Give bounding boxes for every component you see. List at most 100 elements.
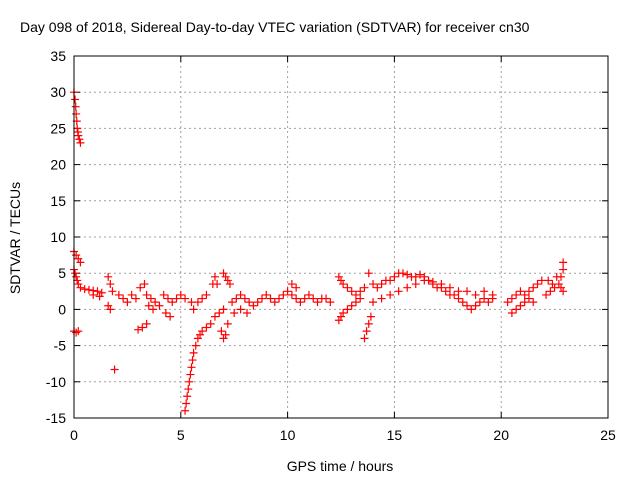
data-point <box>292 294 301 303</box>
data-point <box>181 294 190 303</box>
data-point <box>445 283 454 292</box>
data-point <box>544 276 553 285</box>
data-point <box>123 298 132 307</box>
data-point <box>471 290 480 299</box>
data-point <box>104 272 113 281</box>
data-point <box>191 341 200 350</box>
grid-layer <box>74 56 608 418</box>
data-point <box>245 298 254 307</box>
data-point <box>74 131 83 140</box>
data-point <box>228 298 237 307</box>
data-point <box>108 287 117 296</box>
data-point <box>533 280 542 289</box>
data-point <box>437 280 446 289</box>
data-point <box>93 287 102 296</box>
data-point <box>189 305 198 314</box>
data-point <box>240 294 249 303</box>
data-point <box>236 290 245 299</box>
data-point <box>146 294 155 303</box>
data-point <box>206 319 215 328</box>
data-point <box>454 294 463 303</box>
data-point <box>386 276 395 285</box>
data-point <box>71 102 80 111</box>
x-tick-label: 25 <box>600 427 616 443</box>
data-point <box>411 272 420 281</box>
data-point <box>198 327 207 336</box>
y-tick-label: 5 <box>58 265 66 281</box>
data-point <box>454 287 463 296</box>
data-point <box>221 330 230 339</box>
axis-ticks: 0 5 10 15 20 25 -15 -10 -5 0 5 10 15 20 25 30 35 <box>46 48 616 443</box>
data-point <box>142 290 151 299</box>
data-point <box>134 325 143 334</box>
data-point <box>552 272 561 281</box>
data-point <box>187 363 196 372</box>
data-point <box>548 280 557 289</box>
data-point <box>202 323 211 332</box>
data-point <box>559 287 568 296</box>
data-point <box>488 290 497 299</box>
data-point <box>475 298 484 307</box>
data-point <box>230 309 239 318</box>
data-point <box>73 276 82 285</box>
x-tick-label: 10 <box>280 427 296 443</box>
data-point <box>266 294 275 303</box>
x-tick-label: 5 <box>177 427 185 443</box>
data-point <box>356 294 365 303</box>
chart-title: Day 098 of 2018, Sidereal Day-to-day VTE… <box>20 19 530 35</box>
data-point <box>84 285 93 294</box>
data-point <box>300 294 309 303</box>
data-point <box>428 277 437 286</box>
data-point <box>80 285 89 294</box>
data-point <box>296 298 305 307</box>
y-tick-label: 20 <box>50 157 66 173</box>
data-point <box>140 280 149 289</box>
data-point <box>181 406 190 415</box>
data-point <box>110 365 119 374</box>
data-point <box>131 294 140 303</box>
data-point <box>313 298 322 307</box>
data-point <box>356 287 365 296</box>
data-point <box>516 287 525 296</box>
data-point <box>467 305 476 314</box>
data-point <box>398 269 407 278</box>
x-tick-label: 0 <box>70 427 78 443</box>
data-point <box>326 298 335 307</box>
data-point <box>347 287 356 296</box>
y-tick-label: -10 <box>46 374 66 390</box>
data-point <box>198 294 207 303</box>
data-point <box>364 319 373 328</box>
y-tick-label: -5 <box>54 338 67 354</box>
data-point <box>114 290 123 299</box>
data-point <box>219 305 228 314</box>
data-point <box>463 287 472 296</box>
data-point <box>155 301 164 310</box>
data-point <box>362 327 371 336</box>
data-point <box>520 290 529 299</box>
data-point <box>144 301 153 310</box>
data-point <box>127 290 136 299</box>
data-point <box>529 283 538 292</box>
data-point <box>529 298 538 307</box>
data-point <box>138 323 147 332</box>
data-point <box>236 305 245 314</box>
data-point <box>360 283 369 292</box>
data-point <box>360 334 369 343</box>
data-point <box>403 283 412 292</box>
data-point <box>377 280 386 289</box>
data-point <box>89 290 98 299</box>
data-point <box>559 265 568 274</box>
data-point <box>420 276 429 285</box>
data-point <box>309 294 318 303</box>
data-point <box>270 298 279 307</box>
data-point <box>189 348 198 357</box>
data-point <box>507 309 516 318</box>
data-point <box>292 283 301 292</box>
data-point <box>151 298 160 307</box>
data-point <box>343 283 352 292</box>
data-point <box>149 305 158 314</box>
data-point <box>559 258 568 267</box>
data-point <box>516 301 525 310</box>
data-point <box>184 385 193 394</box>
